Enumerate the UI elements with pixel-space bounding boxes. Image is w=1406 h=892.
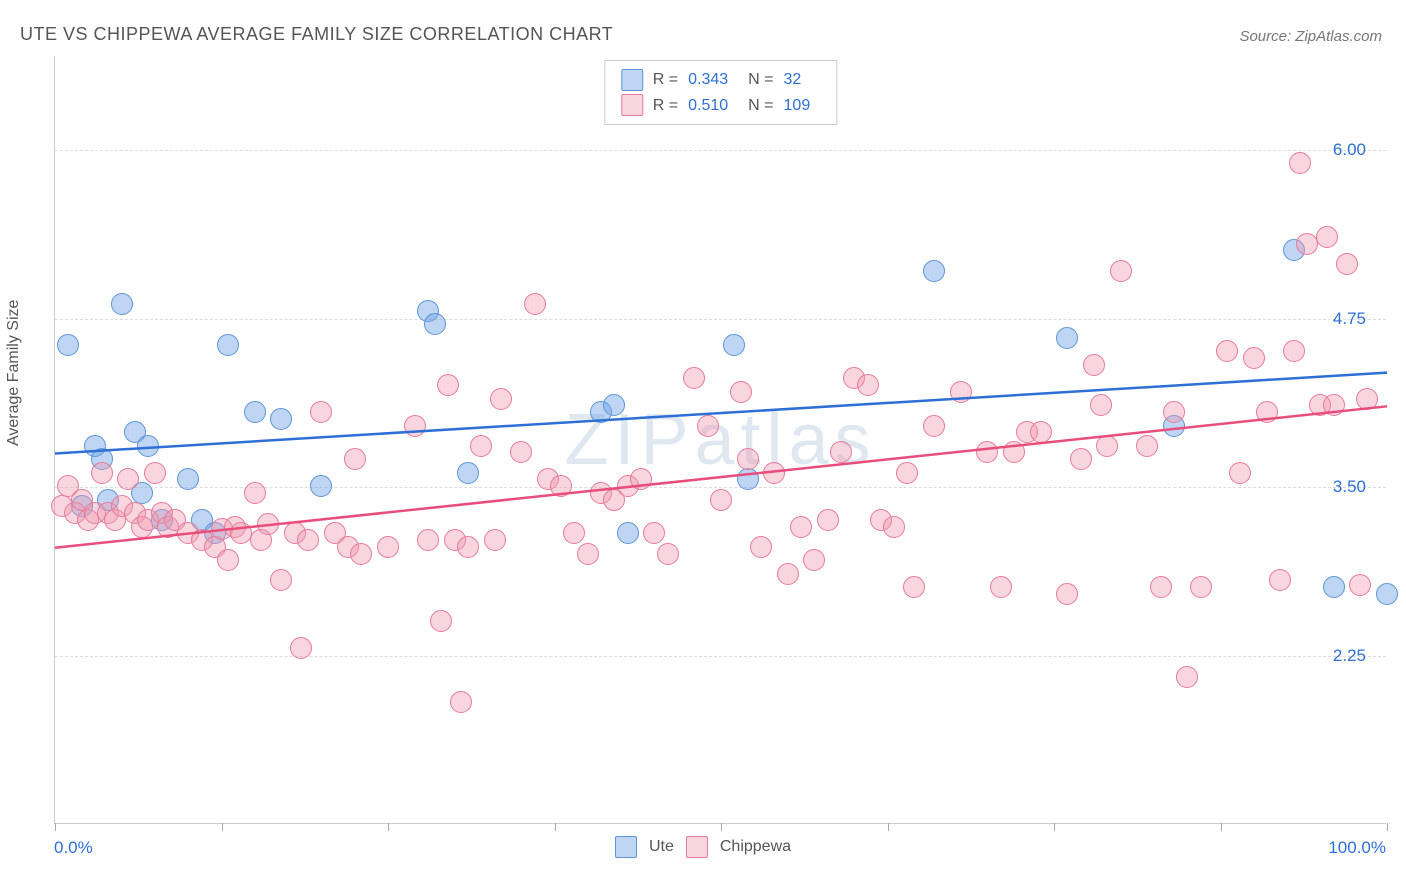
- x-tick: [1221, 823, 1222, 831]
- x-tick: [555, 823, 556, 831]
- x-tick: [721, 823, 722, 831]
- legend-n-value: 32: [784, 67, 802, 93]
- ute-trend-line: [55, 373, 1387, 454]
- chart-title: UTE VS CHIPPEWA AVERAGE FAMILY SIZE CORR…: [20, 24, 613, 45]
- legend-n-label: N =: [748, 67, 773, 93]
- chippewa-trend-line: [55, 406, 1387, 547]
- x-tick-label: 100.0%: [1328, 838, 1386, 858]
- chart-plot-area: ZIPatlas 2.253.504.756.00R =0.343N =32R …: [54, 56, 1386, 824]
- legend-bottom: Ute Chippewa: [615, 836, 791, 858]
- x-tick: [388, 823, 389, 831]
- legend-r-label: R =: [653, 93, 678, 119]
- legend-row-chippewa: R = 0.510 N = 109: [621, 93, 820, 119]
- legend-label-chippewa: Chippewa: [720, 838, 791, 856]
- legend-n-label: N =: [748, 93, 773, 119]
- legend-n-value: 109: [784, 93, 811, 119]
- legend-top: R = 0.343 N = 32 R = 0.510 N = 109: [604, 60, 837, 125]
- x-tick-label: 0.0%: [54, 838, 93, 858]
- legend-r-value: 0.343: [688, 67, 728, 93]
- x-tick: [222, 823, 223, 831]
- y-axis-label: Average Family Size: [5, 300, 23, 446]
- legend-label-ute: Ute: [649, 838, 674, 856]
- legend-swatch: [615, 836, 637, 858]
- legend-swatch: [686, 836, 708, 858]
- legend-swatch: [621, 69, 643, 91]
- x-tick: [1054, 823, 1055, 831]
- legend-swatch: [621, 94, 643, 116]
- x-tick: [1387, 823, 1388, 831]
- chart-source: Source: ZipAtlas.com: [1239, 28, 1382, 45]
- trend-svg: [55, 56, 1387, 824]
- x-tick: [55, 823, 56, 831]
- legend-row-ute: R = 0.343 N = 32: [621, 67, 820, 93]
- legend-r-value: 0.510: [688, 93, 728, 119]
- chart-container: UTE VS CHIPPEWA AVERAGE FAMILY SIZE CORR…: [0, 0, 1406, 892]
- legend-r-label: R =: [653, 67, 678, 93]
- x-tick: [888, 823, 889, 831]
